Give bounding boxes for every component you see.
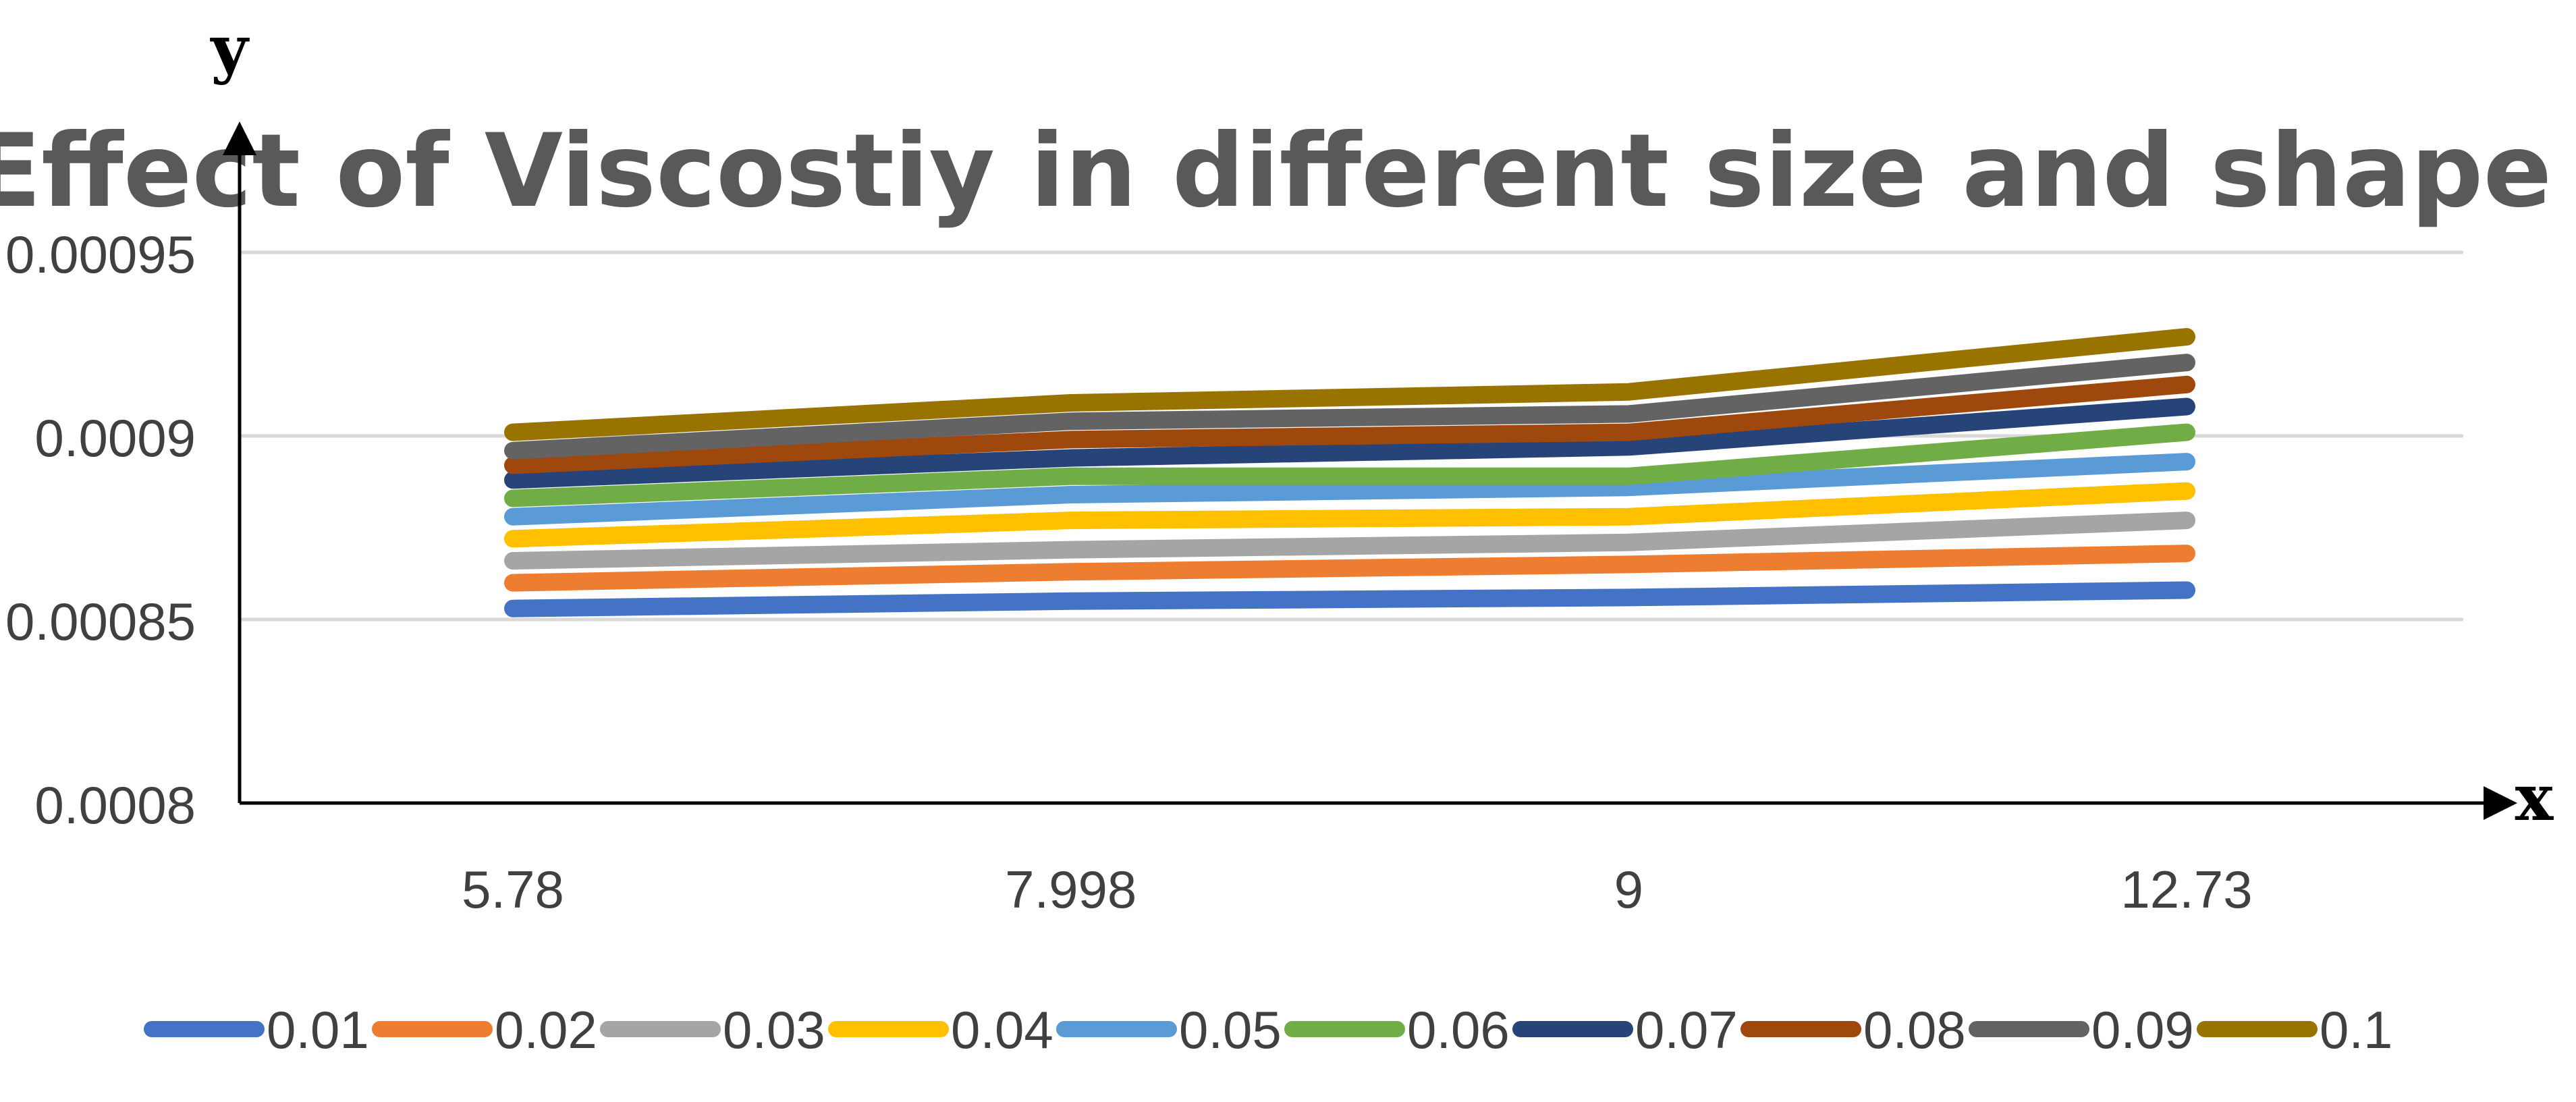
legend-label: 0.09 — [2091, 1000, 2194, 1059]
y-tick-labels: 0.0008 0.00085 0.0009 0.00095 — [5, 225, 196, 835]
x-tick-label: 12.73 — [2120, 860, 2252, 919]
series-line-0.08 — [504, 375, 2195, 474]
chart-title: Effect of Viscostiy in different size an… — [0, 113, 2552, 230]
series-lines — [504, 328, 2195, 617]
legend-label: 0.1 — [2320, 1000, 2392, 1059]
x-tick-label: 9 — [1614, 860, 1643, 919]
series-line-0.04 — [504, 482, 2195, 548]
series-line-0.1 — [504, 328, 2195, 441]
series-line-0.07 — [504, 397, 2195, 489]
series-line-0.06 — [504, 423, 2195, 507]
series-line-0.03 — [504, 512, 2195, 570]
y-tick-label: 0.00085 — [5, 592, 196, 651]
y-tick-label: 0.0009 — [34, 408, 196, 468]
legend-label: 0.03 — [723, 1000, 825, 1059]
legend-label: 0.05 — [1179, 1000, 1282, 1059]
series-line-0.02 — [504, 545, 2195, 592]
series-line-0.09 — [504, 354, 2195, 460]
legend-label: 0.07 — [1635, 1000, 1738, 1059]
legend-label: 0.06 — [1407, 1000, 1510, 1059]
legend: 0.01 0.02 0.03 0.04 0.05 0.06 0.07 0.08 0.09 0.1 — [144, 1000, 2392, 1059]
legend-label: 0.01 — [267, 1000, 369, 1059]
y-axis-label: y — [209, 11, 250, 86]
legend-label: 0.04 — [951, 1000, 1053, 1059]
series-line-0.01 — [504, 581, 2195, 617]
x-axis-label: x — [2515, 761, 2554, 835]
x-tick-labels: 5.78 7.998 9 12.73 — [462, 860, 2253, 919]
y-tick-label: 0.00095 — [5, 225, 196, 284]
x-tick-label: 7.998 — [1005, 860, 1136, 919]
legend-label: 0.08 — [1863, 1000, 1966, 1059]
legend-label: 0.02 — [495, 1000, 597, 1059]
series-line-0.05 — [504, 453, 2195, 526]
y-tick-label: 0.0008 — [34, 775, 196, 835]
x-tick-label: 5.78 — [462, 860, 564, 919]
